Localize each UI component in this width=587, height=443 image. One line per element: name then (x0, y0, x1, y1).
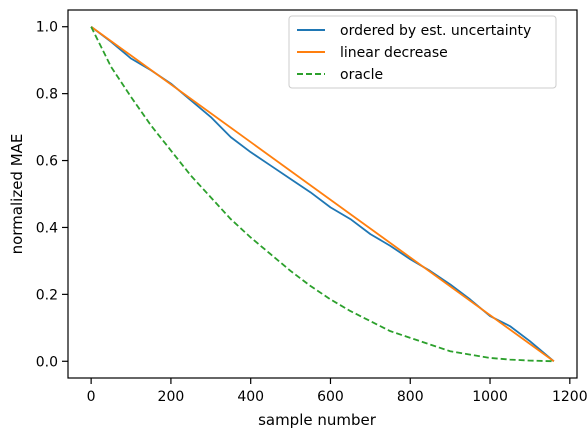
series-line-2 (90, 26, 554, 363)
x-tick-label: 200 (158, 389, 185, 405)
y-axis-ticks: 0.0 0.2 0.4 0.6 0.8 1.0 (36, 20, 68, 370)
legend: ordered by est. uncertainty linear decre… (288, 15, 557, 89)
x-tick-label: 800 (397, 389, 424, 405)
x-axis-title: sample number (258, 411, 377, 429)
legend-label-linear: linear decrease (340, 45, 448, 61)
legend-label-oracle: oracle (340, 67, 383, 83)
plot-frame (67, 9, 578, 379)
x-tick-label: 1000 (472, 389, 508, 405)
series-line-1 (90, 26, 555, 362)
x-axis-ticks: 0 200 400 600 800 1000 1200 (87, 378, 587, 405)
y-tick-label: 0.4 (36, 220, 58, 236)
y-tick-label: 0.8 (36, 87, 58, 103)
x-tick-label: 1200 (552, 389, 587, 405)
y-tick-label: 0.2 (36, 287, 58, 303)
series-layer (90, 26, 555, 363)
legend-label-ordered: ordered by est. uncertainty (340, 23, 531, 39)
y-tick-label: 0.6 (36, 154, 58, 170)
legend-box (288, 15, 557, 89)
x-tick-label: 400 (237, 389, 264, 405)
x-tick-label: 600 (317, 389, 344, 405)
x-tick-label: 0 (87, 389, 96, 405)
y-axis-title: normalized MAE (8, 134, 26, 255)
y-tick-label: 0.0 (36, 354, 58, 370)
y-tick-label: 1.0 (36, 20, 58, 36)
